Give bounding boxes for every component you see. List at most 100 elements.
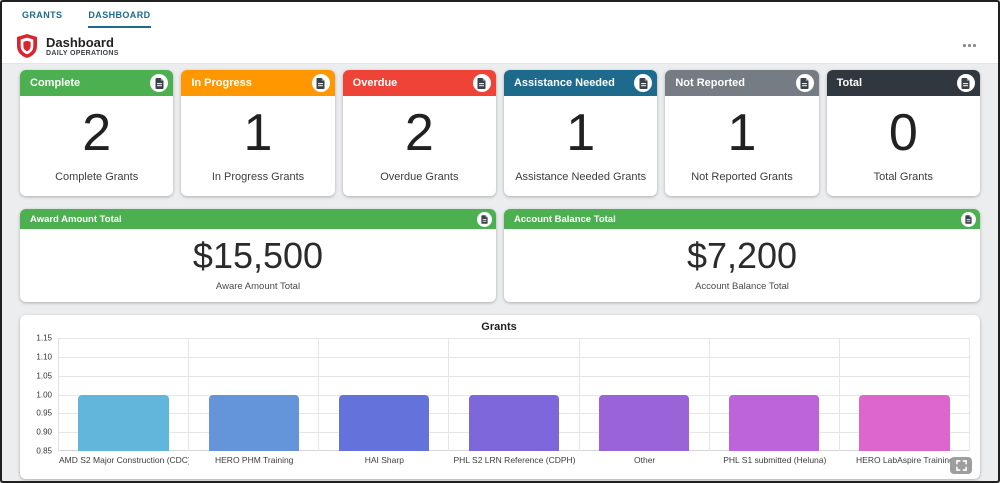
x-axis-label: Other	[634, 455, 656, 465]
dashboard-body: Complete 2 Complete Grants In Progress 1…	[2, 64, 998, 479]
doc-icon	[477, 77, 486, 89]
bar-hero-phm-training[interactable]	[208, 394, 299, 451]
chart-column	[189, 338, 320, 451]
stat-card-caption: In Progress Grants	[211, 171, 305, 183]
doc-icon-button[interactable]	[150, 74, 169, 92]
bar-amd-s2-major-construction-cdc[interactable]	[78, 394, 169, 451]
chart-x-axis-labels: AMD S2 Major Construction (CDC) HERO PHM …	[59, 451, 970, 465]
tab-grants[interactable]: GRANTS	[22, 10, 63, 20]
bar-phl-s2-lrn-reference-cdph[interactable]	[468, 394, 560, 451]
gridline	[59, 356, 970, 358]
x-axis-label: PHL S1 submitted (Heluna)	[723, 455, 827, 465]
y-tick-label: 1.05	[36, 371, 52, 381]
page-title: Dashboard	[46, 34, 114, 50]
top-tabbar: GRANTS DASHBOARD	[2, 2, 998, 28]
chart-column	[319, 338, 450, 451]
page-subtitle: DAILY OPERATIONS	[46, 49, 119, 57]
stat-card-row: Complete 2 Complete Grants In Progress 1…	[20, 70, 980, 196]
x-axis-label: HAI Sharp	[364, 455, 404, 465]
grants-chart-card: Grants 1.15 1.10 1.05 1.00 0.95 0.90 0.85 AMD …	[20, 315, 980, 479]
stat-card-value: 2	[404, 103, 434, 162]
y-tick-label: 1.00	[36, 390, 52, 399]
stat-card-total: Total 0 Total Grants	[826, 70, 980, 196]
doc-icon-button[interactable]	[795, 74, 814, 92]
bar-other[interactable]	[598, 394, 690, 451]
y-tick-label: 0.85	[36, 446, 52, 456]
gridline	[59, 375, 970, 377]
stat-card-caption: Total Grants	[873, 171, 933, 183]
total-card-caption: Aware Amount Total	[215, 281, 301, 292]
x-axis-label: AMD S2 Major Construction (CDC)	[59, 455, 190, 465]
page-header: Dashboard DAILY OPERATIONS	[2, 28, 998, 64]
stat-card-header: Not Reported	[665, 70, 819, 96]
doc-icon	[965, 214, 972, 224]
total-card-account-balance-total: Account Balance Total $7,200 Account Bal…	[504, 209, 980, 302]
doc-icon	[155, 77, 164, 89]
stat-card-overdue: Overdue 2 Overdue Grants	[342, 70, 496, 196]
doc-icon-button[interactable]	[311, 74, 330, 92]
total-card-title: Account Balance Total	[514, 213, 616, 225]
doc-icon-button[interactable]	[472, 74, 491, 92]
y-tick-label: 1.15	[36, 333, 52, 343]
stat-card-complete: Complete 2 Complete Grants	[20, 70, 174, 196]
stat-card-caption: Assistance Needed Grants	[515, 171, 647, 183]
app-logo-shield-icon	[17, 33, 37, 58]
fullscreen-button[interactable]	[950, 457, 972, 474]
stat-card-title: In Progress	[191, 77, 252, 89]
stat-card-title: Assistance Needed	[513, 77, 615, 89]
doc-icon	[961, 77, 970, 89]
stat-card-title: Total	[836, 77, 863, 89]
stat-card-value: 2	[82, 103, 112, 162]
stat-card-caption: Not Reported Grants	[691, 171, 793, 183]
stat-card-not-reported: Not Reported 1 Not Reported Grants	[665, 70, 819, 196]
stat-card-header: Assistance Needed	[503, 70, 658, 96]
stat-card-caption: Complete Grants	[55, 171, 139, 183]
doc-icon-button[interactable]	[956, 74, 975, 92]
more-options-button[interactable]	[959, 38, 980, 53]
money-card-row: Award Amount Total $15,500 Aware Amount …	[20, 209, 980, 302]
chart-plot-area: 1.15 1.10 1.05 1.00 0.95 0.90 0.85	[28, 334, 970, 456]
doc-icon	[800, 77, 809, 89]
bar-hero-labaspire-training[interactable]	[859, 394, 950, 451]
y-tick-label: 0.95	[36, 408, 52, 418]
stat-card-title: Not Reported	[675, 77, 745, 89]
doc-icon-button[interactable]	[961, 211, 976, 227]
stat-card-header: Total	[826, 70, 980, 96]
x-axis-label: HERO LabAspire Training	[856, 455, 954, 465]
y-tick-label: 0.90	[36, 427, 52, 437]
doc-icon-button[interactable]	[477, 211, 492, 227]
doc-icon	[316, 77, 325, 89]
total-card-header: Account Balance Total	[504, 209, 980, 229]
bar-phl-s1-submitted-heluna[interactable]	[729, 394, 820, 451]
stat-card-title: Complete	[30, 77, 81, 89]
chart-column	[840, 338, 970, 451]
stat-card-title: Overdue	[352, 77, 398, 89]
gridline	[59, 338, 970, 339]
doc-icon	[481, 214, 488, 224]
stat-card-header: Overdue	[342, 70, 496, 96]
chart-column	[710, 338, 840, 451]
tab-dashboard[interactable]: DASHBOARD	[88, 2, 151, 28]
y-tick-label: 1.10	[36, 352, 52, 362]
stat-card-assistance-needed: Assistance Needed 1 Assistance Needed Gr…	[503, 70, 658, 196]
x-axis-label: PHL S2 LRN Reference (CDPH)	[453, 455, 576, 465]
doc-icon-button[interactable]	[634, 74, 653, 92]
x-axis-label: HERO PHM Training	[215, 455, 294, 465]
total-card-award-amount-total: Award Amount Total $15,500 Aware Amount …	[20, 209, 496, 302]
stat-card-header: In Progress	[181, 70, 335, 96]
bar-hai-sharp[interactable]	[338, 394, 430, 451]
stat-card-caption: Overdue Grants	[380, 171, 459, 183]
ellipsis-icon	[963, 44, 966, 47]
total-card-caption: Account Balance Total	[695, 281, 789, 292]
stat-card-header: Complete	[20, 70, 174, 96]
stat-card-value: 1	[566, 103, 596, 162]
title-block: Dashboard DAILY OPERATIONS	[46, 35, 119, 57]
total-card-value: $15,500	[192, 235, 324, 276]
stat-card-value: 1	[727, 103, 757, 162]
total-card-value: $7,200	[686, 235, 798, 276]
chart-column	[580, 338, 710, 451]
total-card-header: Award Amount Total	[20, 209, 496, 229]
total-card-title: Award Amount Total	[30, 213, 122, 225]
stat-card-in-progress: In Progress 1 In Progress Grants	[181, 70, 335, 196]
